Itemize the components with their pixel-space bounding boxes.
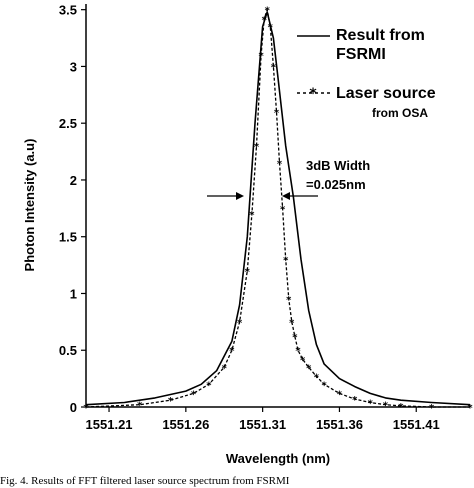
x-tick-label: 1551.21 [86,417,133,432]
series-point-laser: * [289,318,295,329]
y-tick-label: 2.5 [59,116,77,131]
annotation-line2: =0.025nm [306,177,366,192]
x-tick-label: 1551.26 [162,417,209,432]
width-annotation: 3dB Width =0.025nm [207,158,370,200]
series-point-laser: * [295,346,301,357]
series-point-laser: * [368,399,374,410]
series-point-laser: * [286,295,292,306]
figure-caption: Fig. 4. Results of FFT filtered laser so… [0,475,290,487]
legend-label-laser-sub: from OSA [372,106,428,120]
legend: Result from FSRMI * Laser source from OS… [297,27,436,120]
series-point-laser: * [283,255,289,266]
series-point-laser: * [168,396,174,407]
y-axis-title: Photon Intensity (a.u) [22,139,37,272]
series-point-laser: * [314,372,320,383]
series-point-laser: * [274,108,280,119]
series-line-laser [85,9,470,408]
series-point-laser: * [254,142,260,153]
series-point-laser: * [306,363,312,374]
series-point-laser: * [398,402,404,413]
series-point-laser: * [321,380,327,391]
series-point-laser: * [262,15,268,26]
series-point-laser: * [292,333,298,344]
series-point-laser: * [237,318,243,329]
series-point-laser: * [206,380,212,391]
legend-label-laser-main: Laser source [336,85,436,102]
legend-swatch-laser-marker: * [309,86,317,102]
x-ticks: 1551.21 1551.26 1551.31 1551.36 1551.41 [86,407,440,432]
series-point-laser: * [467,403,473,414]
x-tick-label: 1551.36 [316,417,363,432]
series-point-laser: * [277,159,283,170]
series-point-laser: * [258,51,264,62]
series-point-laser: * [352,395,358,406]
y-ticks: 0 0.5 1 1.5 2 2.5 3 3.5 [59,3,86,415]
y-tick-label: 0 [70,400,77,415]
series-point-laser: * [137,401,143,412]
x-axis-title: Wavelength (nm) [226,451,330,466]
series-layer: * * **************************** * * * * * [83,6,473,414]
x-tick-label: 1551.41 [393,417,440,432]
legend-label-fsrmi-line1: Result from [336,27,425,44]
series-point-laser: * [265,6,271,17]
x-tick-label: 1551.31 [239,417,286,432]
series-point-laser: * [249,210,255,221]
y-tick-label: 1.5 [59,230,77,245]
series-point-laser: * [191,389,197,400]
legend-label-fsrmi-line2: FSRMI [336,46,386,63]
y-tick-label: 0.5 [59,343,77,358]
series-point-laser: * [222,363,228,374]
series-point-laser: * [300,355,306,366]
y-tick-label: 2 [70,173,77,188]
series-point-laser: * [429,403,435,414]
series-point-laser: * [229,346,235,357]
y-tick-label: 3.5 [59,3,77,18]
series-point-laser: * [337,389,343,400]
annotation-line1: 3dB Width [306,158,370,173]
series-point-laser: * [245,267,251,278]
series-point-laser: * [383,401,389,412]
annotation-arrowhead-right [282,192,290,200]
series-point-laser: * [268,23,274,34]
series-line-fsrmi [85,11,471,406]
y-tick-label: 3 [70,59,77,74]
annotation-arrowhead-left [236,192,244,200]
series-point-laser: * [83,403,89,414]
series-point-laser: * [280,204,286,215]
y-tick-label: 1 [70,286,77,301]
series-point-laser: * [271,62,277,73]
